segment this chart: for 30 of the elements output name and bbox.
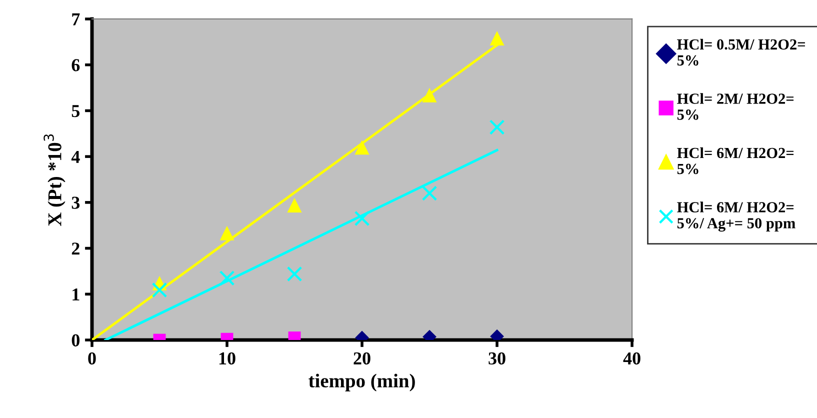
- y-tick-label: 1: [72, 288, 80, 300]
- y-tick-label: 5: [72, 105, 80, 118]
- y-tick-label: 7: [72, 13, 80, 26]
- point: [354, 140, 370, 155]
- x-tick-label: 40: [623, 352, 640, 365]
- point: [286, 266, 302, 282]
- y-tick-label: 0: [72, 334, 80, 346]
- y-tick-label: 2: [72, 242, 80, 255]
- point: [422, 186, 438, 201]
- legend-label: HCl= 0.5M/ H2O2= 5%: [677, 38, 805, 66]
- point: [287, 198, 302, 212]
- point: [489, 120, 505, 135]
- y-tick-label: 6: [72, 59, 80, 72]
- y-tick-label: 3: [72, 196, 80, 209]
- legend-label: HCl= 6M/ H2O2= 5%: [677, 147, 794, 174]
- x-tick-label: 30: [488, 352, 506, 365]
- point: [220, 226, 234, 240]
- x-tick-label: 10: [219, 352, 236, 365]
- point: [219, 270, 235, 286]
- x-tick-label: 20: [354, 352, 370, 365]
- point: [422, 88, 437, 102]
- legend-label: HCl= 6M/ H2O2= 5%/ Ag+= 50 ppm: [677, 202, 796, 232]
- point: [152, 282, 168, 298]
- y-axis-title: X (Pt) *10$^{3}$: [44, 134, 66, 226]
- y-tick-label: 4: [71, 150, 80, 163]
- x-tick-label: 0: [88, 352, 96, 365]
- legend-label: HCl= 2M/ H2O2= 5%: [677, 93, 794, 120]
- x-axis-title: tiempo (min): [308, 374, 415, 392]
- point: [490, 30, 504, 46]
- point: [354, 210, 370, 226]
